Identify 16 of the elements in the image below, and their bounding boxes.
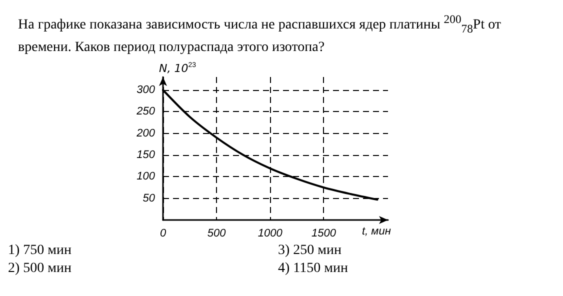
x-tick-label: 1500 bbox=[311, 228, 337, 240]
y-tick-label: 100 bbox=[136, 171, 156, 184]
x-tick-label: 0 bbox=[160, 228, 167, 240]
x-tick-label: 500 bbox=[207, 228, 227, 240]
x-tick-label: 1000 bbox=[258, 228, 284, 240]
text: 1) 750 мин bbox=[8, 242, 73, 260]
text: 3) 250 мин bbox=[278, 242, 343, 260]
y-tick-label: 50 bbox=[142, 192, 156, 205]
text: 2) 500 мин bbox=[8, 260, 73, 278]
x-axis-title: t, мин bbox=[362, 226, 391, 238]
y-tick-label: 200 bbox=[136, 128, 156, 140]
text: 4) 1150 мин bbox=[278, 260, 349, 278]
y-tick-label: 150 bbox=[136, 149, 156, 162]
y-tick-label: 300 bbox=[136, 84, 156, 96]
y-tick-label: 250 bbox=[136, 106, 156, 118]
chart-title: На графике показана зависимость числа не распавшихся ядер платины $^{200}$$_{78}$Pt от времени. Каков период полураспада этого изотопа? bbox=[18, 13, 502, 56]
